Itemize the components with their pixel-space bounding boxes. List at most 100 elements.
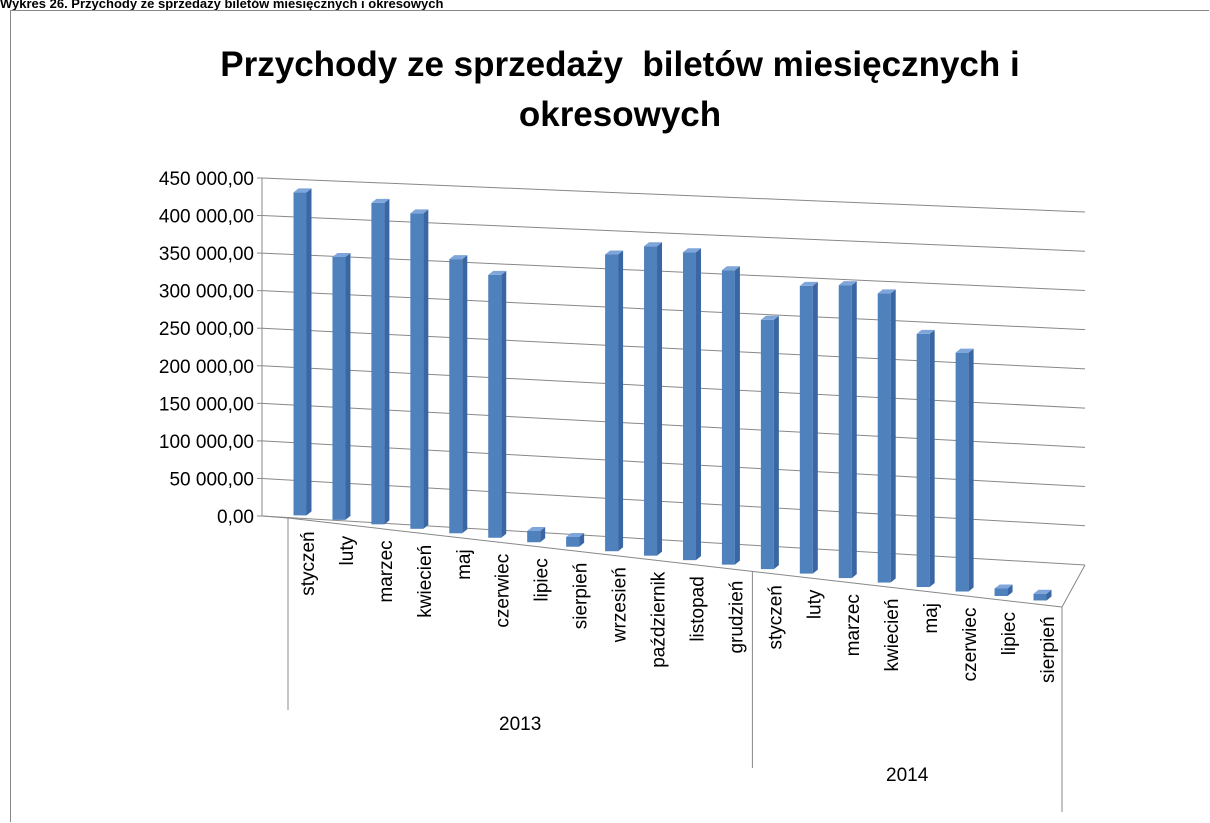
bar bbox=[916, 333, 930, 588]
x-tick-label: czerwiec bbox=[960, 608, 981, 682]
bar-side bbox=[929, 329, 935, 588]
bar bbox=[527, 530, 541, 543]
x-tick-label: grudzień bbox=[726, 581, 747, 654]
bar bbox=[955, 352, 969, 592]
x-tick-label: marzec bbox=[843, 594, 864, 656]
x-tick-label: styczeń bbox=[765, 585, 786, 649]
grid-line bbox=[261, 215, 1086, 252]
x-tick-label: styczeń bbox=[298, 531, 319, 595]
bar-side bbox=[1007, 584, 1013, 596]
y-tick-label: 150 000,00 bbox=[159, 394, 254, 415]
bar bbox=[644, 246, 658, 556]
bar-top bbox=[838, 281, 857, 286]
bar-side bbox=[345, 252, 351, 520]
x-tick-label: listopad bbox=[687, 576, 708, 642]
y-tick-label: 200 000,00 bbox=[159, 357, 254, 378]
bar-top bbox=[682, 248, 701, 253]
y-tick-label: 0,00 bbox=[217, 507, 254, 528]
bar bbox=[293, 192, 307, 516]
x-tick-label: październik bbox=[649, 571, 670, 668]
bar bbox=[682, 252, 696, 561]
floor-edge bbox=[287, 517, 1063, 608]
bar-top bbox=[566, 532, 585, 537]
bar-side bbox=[812, 281, 818, 574]
bar bbox=[799, 285, 813, 574]
grid-line bbox=[261, 252, 1086, 291]
bar bbox=[760, 319, 774, 570]
bar bbox=[566, 536, 580, 547]
bar-side bbox=[618, 250, 624, 552]
chart-frame bbox=[10, 10, 1209, 822]
bar-top bbox=[644, 242, 663, 247]
bar bbox=[449, 259, 463, 534]
x-tick-label: lipiec bbox=[532, 558, 553, 601]
bar-side bbox=[773, 315, 779, 570]
x-tick-label: czerwiec bbox=[493, 554, 514, 628]
bar-side bbox=[695, 248, 701, 561]
bar-top bbox=[449, 255, 468, 260]
bar-side bbox=[1046, 589, 1052, 601]
bar bbox=[994, 588, 1008, 596]
group-label: 2013 bbox=[499, 714, 541, 735]
bar-top bbox=[916, 329, 935, 334]
bar bbox=[721, 270, 735, 565]
grid-line bbox=[261, 515, 1086, 566]
bar-side bbox=[423, 209, 429, 529]
bar-top bbox=[955, 348, 974, 353]
x-tick-label: maj bbox=[454, 549, 475, 580]
bar-side bbox=[306, 188, 312, 516]
bar bbox=[877, 293, 891, 583]
bar-top bbox=[332, 252, 351, 257]
bar-side bbox=[734, 266, 740, 565]
x-tick-label: kwiecień bbox=[415, 545, 436, 618]
bar-top bbox=[488, 270, 507, 275]
y-tick-label: 300 000,00 bbox=[159, 282, 254, 303]
bar-top bbox=[994, 584, 1013, 589]
x-tick-label: marzec bbox=[376, 540, 397, 602]
x-tick-label: maj bbox=[921, 603, 942, 634]
x-tick-label: luty bbox=[337, 535, 358, 565]
bar bbox=[410, 213, 424, 529]
bar-side bbox=[890, 289, 896, 583]
floor-edge bbox=[1061, 564, 1086, 608]
bar-top bbox=[877, 289, 896, 294]
bar-top bbox=[605, 250, 624, 255]
bar-side bbox=[501, 270, 507, 538]
y-tick-label: 350 000,00 bbox=[159, 244, 254, 265]
bar bbox=[838, 285, 852, 579]
grid-line bbox=[261, 327, 1086, 370]
y-tick-label: 100 000,00 bbox=[159, 432, 254, 453]
bar-top bbox=[293, 188, 312, 193]
grid-line bbox=[261, 177, 1086, 213]
bar-side bbox=[968, 348, 974, 592]
y-tick-label: 450 000,00 bbox=[159, 169, 254, 190]
bar bbox=[605, 254, 619, 552]
bar bbox=[488, 274, 502, 538]
y-tick-label: 400 000,00 bbox=[159, 207, 254, 228]
grid-line bbox=[261, 402, 1086, 448]
x-tick-label: sierpień bbox=[1038, 616, 1059, 683]
bar bbox=[1033, 593, 1047, 601]
bar-top bbox=[527, 526, 546, 531]
bar-top bbox=[799, 281, 818, 286]
x-tick-label: luty bbox=[804, 589, 825, 619]
bar-top bbox=[1033, 589, 1052, 594]
grid-line bbox=[261, 477, 1086, 527]
chart-title: Przychody ze sprzedaży biletów miesięczn… bbox=[220, 45, 1030, 134]
bar-side bbox=[540, 526, 546, 543]
x-tick-label: lipiec bbox=[999, 612, 1020, 655]
bar-top bbox=[760, 315, 779, 320]
bar-side bbox=[851, 281, 857, 579]
bar-side bbox=[657, 242, 663, 556]
bar-top bbox=[371, 198, 390, 203]
bar-side bbox=[579, 532, 585, 547]
bar bbox=[332, 256, 346, 520]
grid-line bbox=[261, 290, 1086, 331]
bar-top bbox=[721, 266, 740, 271]
x-tick-label: sierpień bbox=[571, 563, 592, 630]
bar bbox=[371, 202, 385, 525]
y-tick-label: 50 000,00 bbox=[169, 469, 254, 490]
x-tick-label: kwiecień bbox=[882, 599, 903, 672]
